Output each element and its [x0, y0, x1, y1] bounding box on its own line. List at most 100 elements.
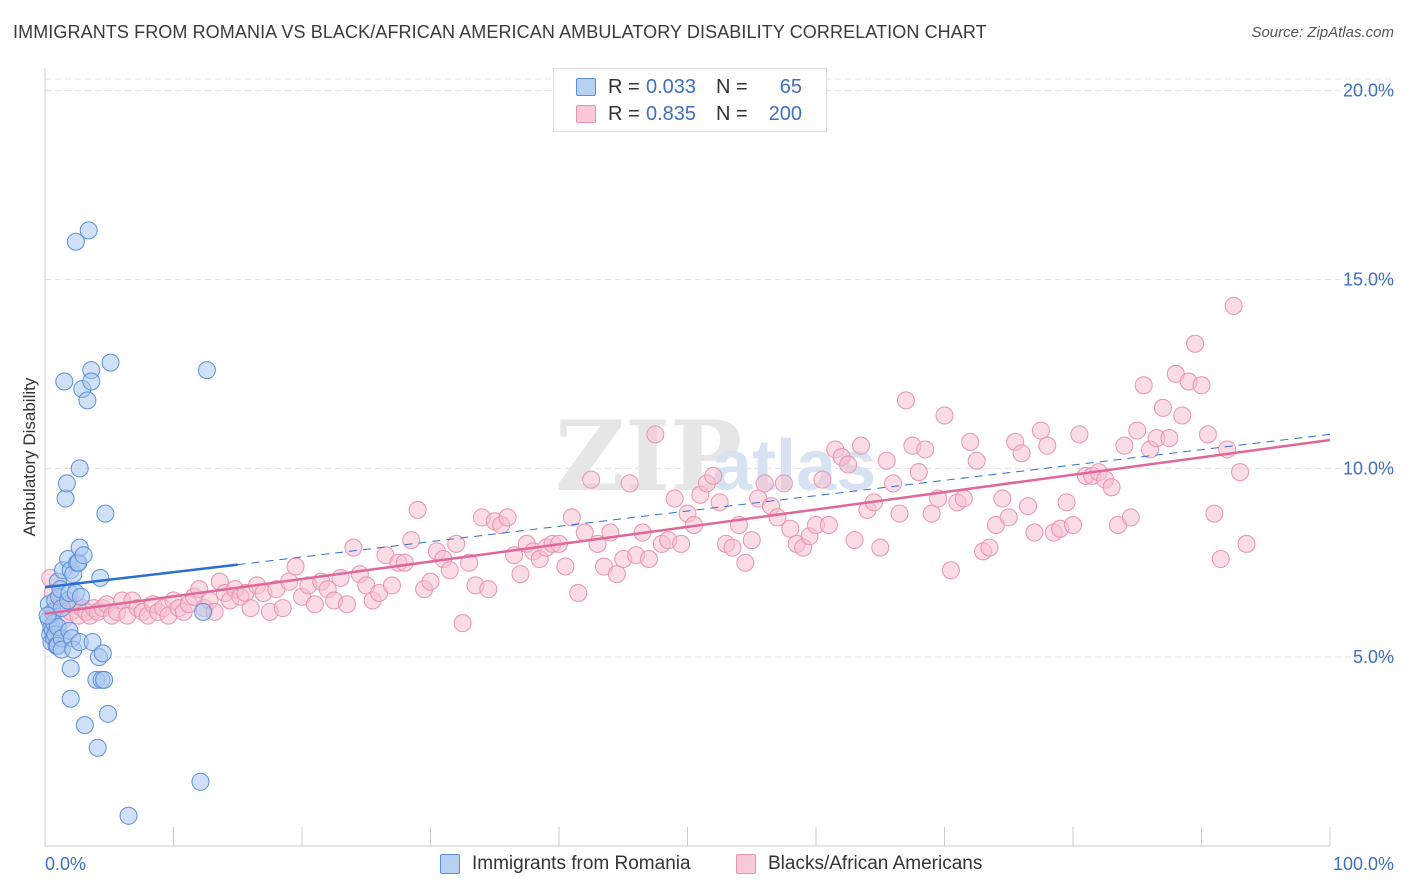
point-blacks: [909, 463, 928, 482]
point-blacks: [1019, 497, 1038, 516]
point-blacks: [980, 538, 999, 557]
point-blacks: [845, 531, 864, 550]
point-blacks: [1160, 429, 1179, 448]
point-blacks: [447, 534, 466, 553]
point-blacks: [1057, 493, 1076, 512]
legend-row-romania: R = 0.033 N = 65: [576, 75, 802, 99]
point-blacks: [1173, 406, 1192, 425]
point-blacks: [1128, 421, 1147, 440]
point-romania: [91, 568, 110, 587]
x-ticks: [173, 827, 1331, 846]
legend-r-value: 0.835: [646, 102, 697, 125]
point-blacks: [1025, 523, 1044, 542]
point-blacks: [877, 451, 896, 470]
point-blacks: [344, 538, 363, 557]
watermark-zip: ZIP: [555, 400, 742, 513]
point-romania: [119, 806, 138, 825]
point-blacks: [710, 493, 729, 512]
trend-lines: [44, 433, 1331, 615]
point-blacks: [382, 576, 401, 595]
point-blacks: [241, 599, 260, 618]
point-romania: [197, 361, 216, 380]
point-romania: [78, 391, 97, 410]
point-blacks: [1070, 425, 1089, 444]
point-blacks: [421, 572, 440, 591]
point-blacks: [620, 474, 639, 493]
point-blacks: [961, 432, 980, 451]
point-blacks: [896, 391, 915, 410]
point-romania: [93, 644, 112, 663]
point-blacks: [639, 549, 658, 568]
point-romania: [74, 546, 93, 565]
point-romania: [61, 659, 80, 678]
legend-r-label: R =: [608, 75, 640, 98]
point-blacks: [569, 583, 588, 602]
bottom-legend-label-blacks: Blacks/African Americans: [768, 853, 983, 874]
point-romania: [70, 459, 89, 478]
legend-r-label: R =: [608, 102, 640, 125]
legend-n-label: N =: [716, 75, 748, 98]
point-blacks: [395, 553, 414, 572]
legend-n-value: 65: [779, 75, 802, 98]
y-tick-label: 5.0%: [1353, 647, 1394, 667]
trend-romania: [44, 563, 238, 589]
point-blacks: [646, 425, 665, 444]
point-romania: [98, 704, 117, 723]
y-tick-labels: 5.0% 10.0% 15.0% 20.0%: [1343, 81, 1394, 668]
point-blacks: [1134, 376, 1153, 395]
point-blacks: [1198, 425, 1217, 444]
point-blacks: [408, 500, 427, 519]
point-blacks: [1205, 504, 1224, 523]
bottom-legend-romania: Immigrants from Romania: [440, 852, 691, 876]
point-romania: [88, 738, 107, 757]
point-blacks: [755, 474, 774, 493]
point-romania: [75, 716, 94, 735]
point-romania: [61, 689, 80, 708]
point-blacks: [337, 595, 356, 614]
point-blacks: [1211, 549, 1230, 568]
point-blacks: [440, 561, 459, 580]
grid-lines: [45, 78, 1394, 658]
point-blacks: [1012, 444, 1031, 463]
point-romania: [71, 587, 90, 606]
point-blacks: [562, 508, 581, 527]
point-blacks: [1115, 436, 1134, 455]
point-blacks: [736, 553, 755, 572]
point-blacks: [1186, 334, 1205, 353]
point-blacks: [884, 474, 903, 493]
point-blacks: [273, 599, 292, 618]
point-romania: [194, 602, 213, 621]
point-blacks: [286, 557, 305, 576]
legend-n-value: 200: [768, 102, 802, 125]
trend-blacks: [44, 438, 1331, 615]
point-romania: [101, 353, 120, 372]
x-tick-label-max: 100.0%: [1333, 854, 1394, 874]
point-blacks: [460, 553, 479, 572]
point-blacks: [498, 508, 517, 527]
point-blacks: [993, 489, 1012, 508]
point-blacks: [742, 531, 761, 550]
y-tick-label: 10.0%: [1343, 458, 1394, 478]
point-blacks: [665, 489, 684, 508]
point-blacks: [1237, 534, 1256, 553]
bottom-legend-label-romania: Immigrants from Romania: [472, 853, 691, 874]
point-blacks: [954, 489, 973, 508]
point-blacks: [479, 580, 498, 599]
y-axis-title: Ambulatory Disability: [20, 377, 39, 536]
point-romania: [96, 504, 115, 523]
point-blacks: [890, 504, 909, 523]
point-blacks: [851, 436, 870, 455]
chart-title: IMMIGRANTS FROM ROMANIA VS BLACK/AFRICAN…: [13, 22, 987, 42]
series-romania-points: [38, 221, 216, 825]
point-blacks: [556, 557, 575, 576]
point-blacks: [935, 406, 954, 425]
y-tick-label: 15.0%: [1343, 269, 1394, 289]
point-blacks: [723, 538, 742, 557]
point-blacks: [1192, 376, 1211, 395]
point-blacks: [305, 595, 324, 614]
point-romania: [56, 489, 75, 508]
point-romania: [79, 221, 98, 240]
point-blacks: [1102, 478, 1121, 497]
point-blacks: [839, 455, 858, 474]
legend-swatch-romania: [576, 78, 596, 96]
